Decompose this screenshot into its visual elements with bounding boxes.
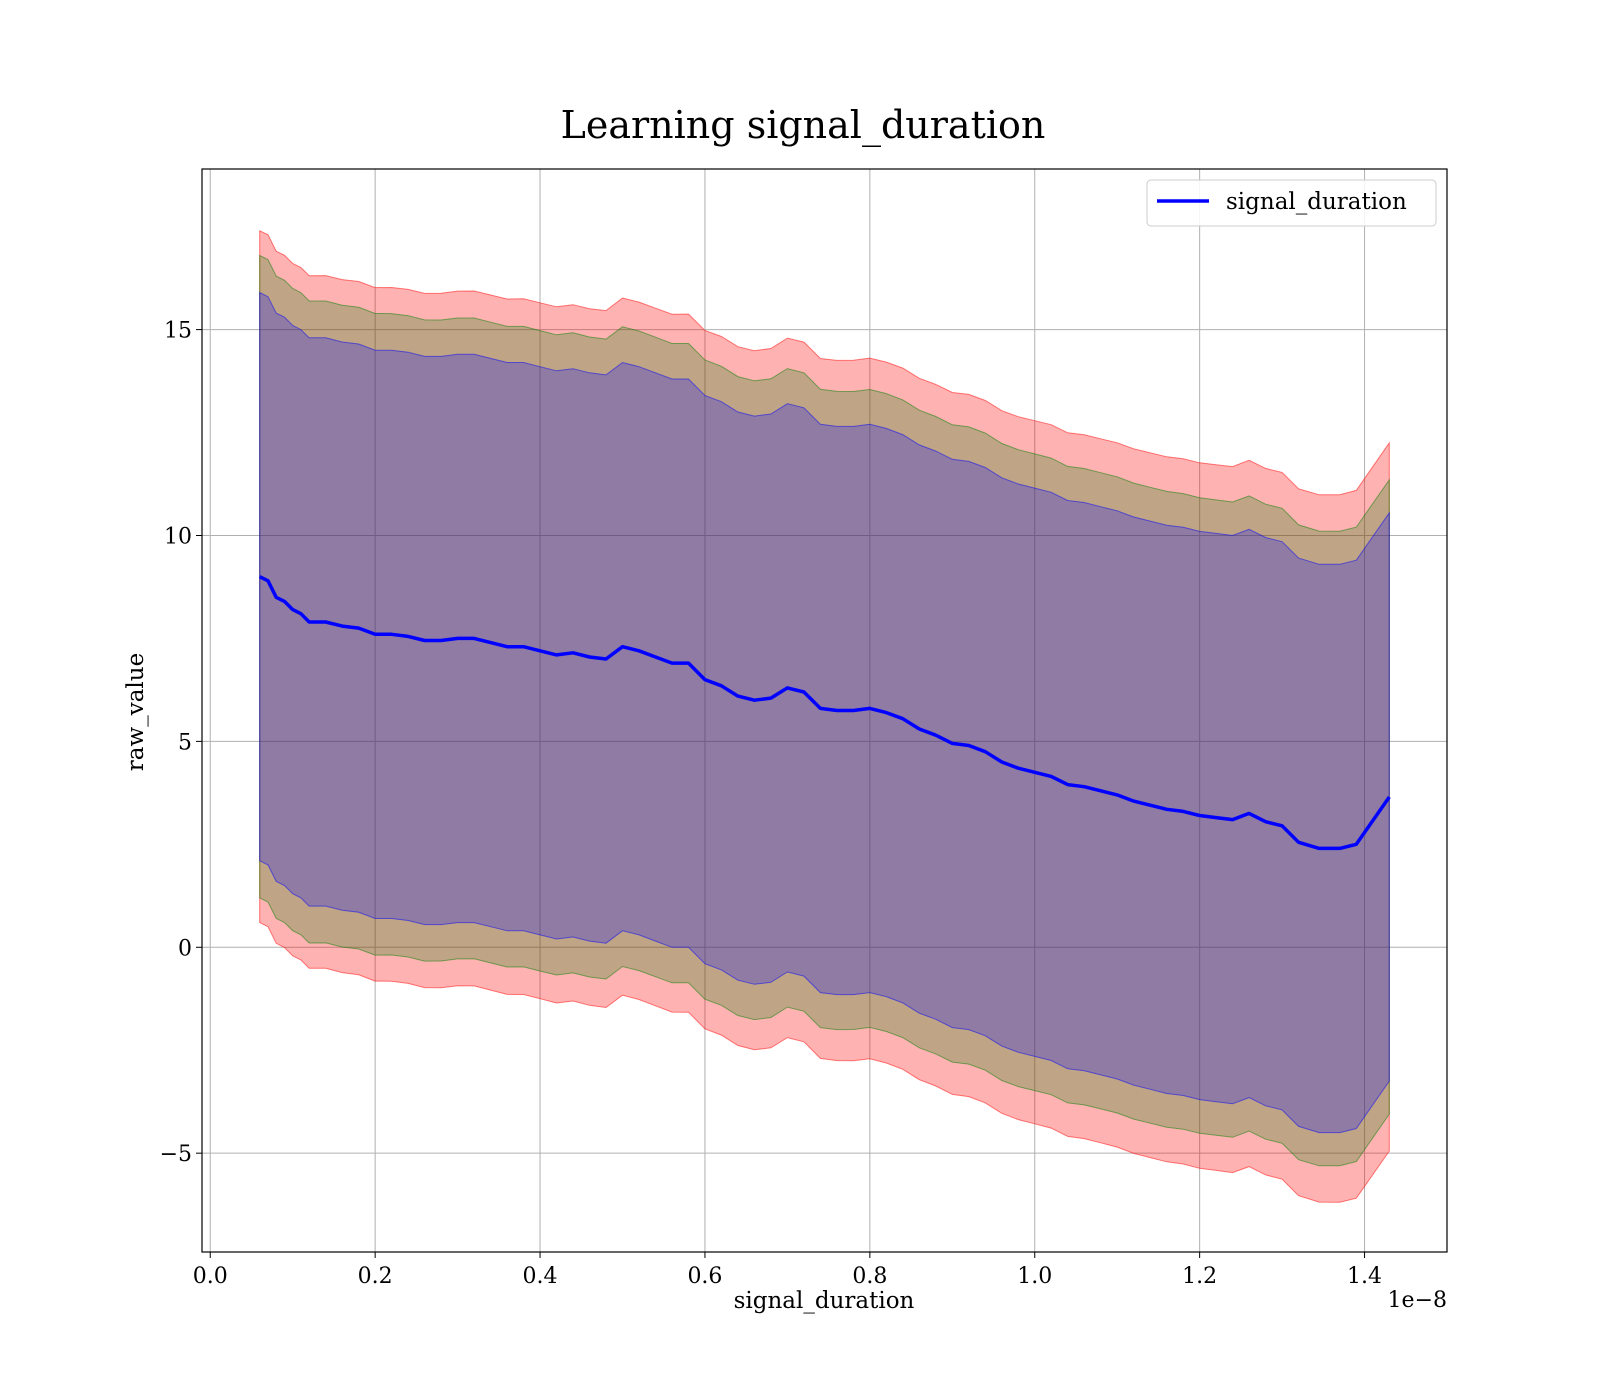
- y-tick-label: 15: [164, 319, 192, 344]
- y-tick-label: 10: [164, 524, 192, 549]
- y-ticks: −5 0 5 10 15: [160, 319, 202, 1167]
- x-ticks: 0.0 0.2 0.4 0.6 0.8 1.0 1.2 1.4: [193, 1252, 1382, 1289]
- x-axis-offset-label: 1e−8: [1388, 1288, 1447, 1313]
- x-tick-label: 0.8: [852, 1264, 887, 1289]
- x-axis-label: signal_duration: [734, 1288, 915, 1314]
- series-lines: [258, 575, 1391, 851]
- y-tick-label: 0: [178, 936, 192, 961]
- y-axis-label: raw_value: [123, 653, 149, 771]
- legend: signal_duration: [1146, 179, 1437, 227]
- chart-title: Learning signal_duration: [561, 103, 1046, 148]
- x-tick-label: 1.0: [1017, 1264, 1052, 1289]
- legend-box: [1146, 179, 1437, 227]
- x-tick-label: 0.6: [687, 1264, 722, 1289]
- y-tick-label: −5: [160, 1142, 192, 1167]
- x-tick-label: 1.4: [1347, 1264, 1382, 1289]
- grid: [202, 169, 1447, 1252]
- series-line-signal-duration: [258, 575, 1391, 851]
- legend-label-signal-duration: signal_duration: [1226, 189, 1407, 215]
- confidence-band-3: [259, 291, 1390, 1134]
- x-tick-label: 0.0: [193, 1264, 228, 1289]
- y-tick-label: 5: [178, 730, 192, 755]
- confidence-band-1: [259, 230, 1390, 1203]
- plot-frame: [201, 168, 1448, 1253]
- x-tick-label: 0.2: [358, 1264, 393, 1289]
- x-tick-label: 1.2: [1182, 1264, 1217, 1289]
- x-tick-label: 0.4: [523, 1264, 558, 1289]
